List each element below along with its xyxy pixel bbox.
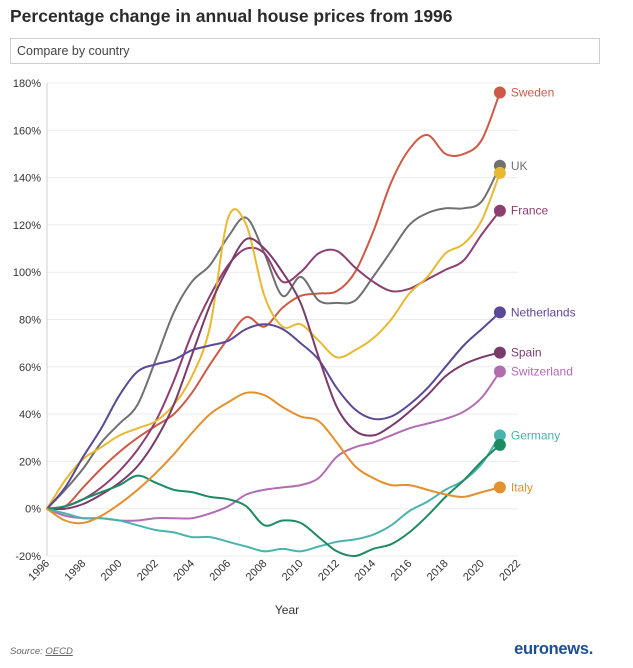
series-line-germany <box>46 434 501 553</box>
x-tick-label: 2014 <box>352 558 378 584</box>
series-marker-netherlands <box>493 306 506 319</box>
x-axis-title: Year <box>275 603 299 617</box>
series-line-sweden <box>46 91 501 510</box>
y-tick-label: 120% <box>13 220 41 232</box>
chart-title: Percentage change in annual house prices… <box>10 6 453 26</box>
series-label-germany: Germany <box>511 428 560 442</box>
y-tick-label: 140% <box>13 173 41 185</box>
series-lines <box>46 91 501 558</box>
x-tick-label: 2008 <box>244 558 270 584</box>
x-tick-label: 2018 <box>425 558 451 584</box>
y-tick-label: 20% <box>19 456 41 468</box>
series-line-italy <box>46 391 501 525</box>
series-label-spain: Spain <box>511 346 542 360</box>
source-label: Source: <box>10 646 43 657</box>
euronews-logo: euronews. <box>514 640 593 659</box>
logo-dot: . <box>588 640 594 658</box>
x-tick-label: 1998 <box>63 558 89 584</box>
series-line-spain <box>46 237 501 511</box>
source-link[interactable]: OECD <box>45 646 73 657</box>
x-tick-label: 2010 <box>280 558 306 584</box>
y-tick-label: 160% <box>13 125 41 137</box>
series-marker-switzerland <box>493 365 506 378</box>
series-marker-germany <box>493 429 506 442</box>
series-label-switzerland: Switzerland <box>511 365 573 379</box>
series-line-unlabeled-8 <box>46 443 501 558</box>
x-tick-label: 2020 <box>461 558 487 584</box>
x-tick-label: 2022 <box>497 558 523 584</box>
y-tick-label: 60% <box>19 362 41 374</box>
y-tick-label: 0% <box>25 504 41 516</box>
y-tick-label: 100% <box>13 267 41 279</box>
x-tick-label: 2002 <box>135 558 161 584</box>
y-tick-label: 180% <box>13 78 41 90</box>
series-labels: Sweden UK France Netherlands Spain Switzerlan… <box>493 85 576 494</box>
grid <box>47 82 518 557</box>
series-label-netherlands: Netherlands <box>511 305 576 319</box>
series-marker-sweden <box>493 86 506 99</box>
series-marker-unlabeled-3 <box>493 166 506 179</box>
y-tick-label: -20% <box>15 551 41 563</box>
x-tick-label: 2016 <box>389 558 415 584</box>
series-label-italy: Italy <box>511 480 533 494</box>
series-line-france <box>46 209 501 510</box>
y-tick-label: 80% <box>19 315 41 327</box>
series-label-france: France <box>511 204 549 218</box>
source-note: Source: OECD <box>10 646 73 657</box>
x-tick-label: 2012 <box>316 558 342 584</box>
x-tick-label: 2004 <box>171 558 197 584</box>
series-label-uk: UK <box>511 159 528 173</box>
series-label-sweden: Sweden <box>511 85 554 99</box>
series-line-unlabeled-3 <box>46 171 501 510</box>
series-marker-italy <box>493 481 506 494</box>
series-marker-spain <box>493 346 506 359</box>
series-marker-unlabeled-8 <box>493 438 506 451</box>
series-marker-france <box>493 204 506 217</box>
series-line-uk <box>46 164 501 510</box>
x-tick-label: 2000 <box>99 558 125 584</box>
logo-text: euronews <box>514 640 589 658</box>
x-tick-label: 2006 <box>207 558 233 584</box>
series-line-netherlands <box>46 311 501 510</box>
y-tick-label: 40% <box>19 409 41 421</box>
compare-by-country-dropdown[interactable]: Compare by country <box>10 38 600 64</box>
